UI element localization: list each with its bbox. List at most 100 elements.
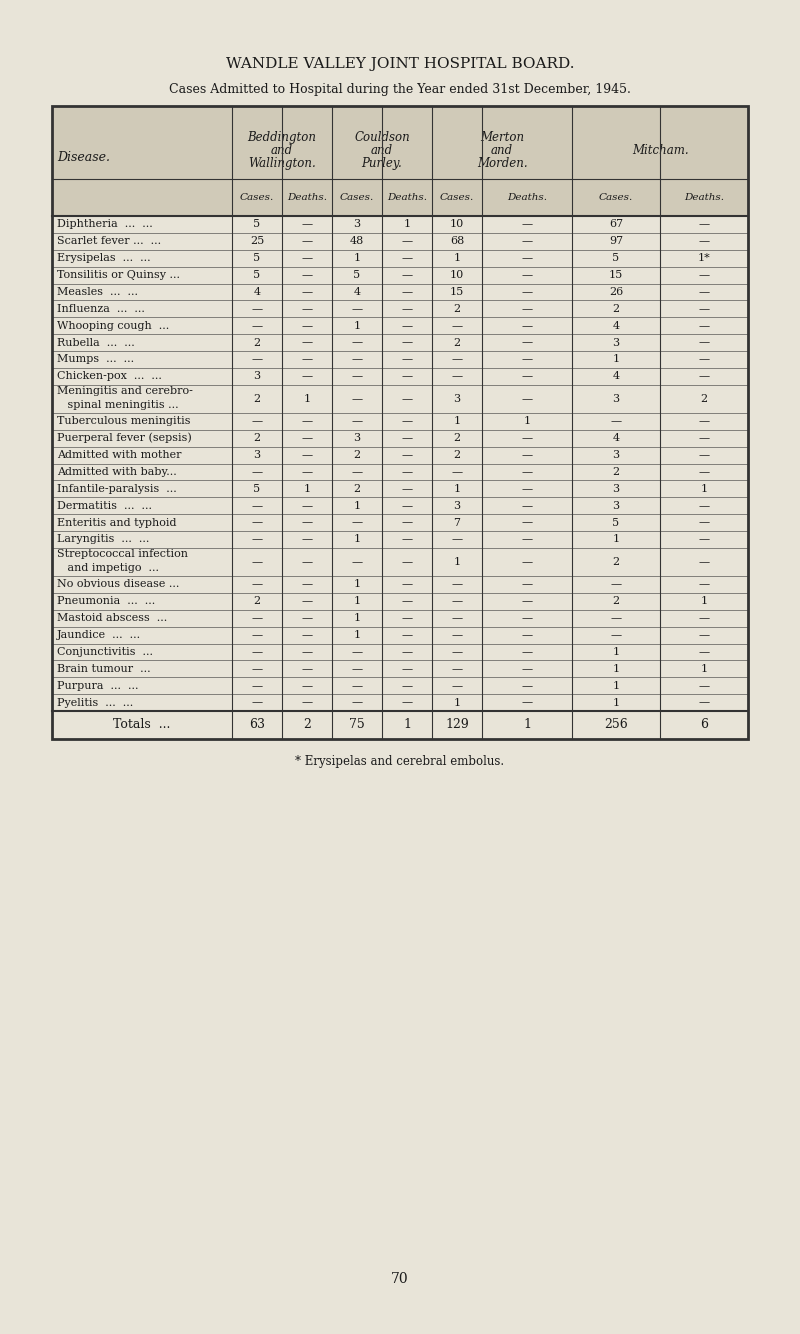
Text: —: — (351, 556, 362, 567)
Text: —: — (522, 579, 533, 590)
Text: —: — (698, 467, 710, 478)
Text: 3: 3 (454, 394, 461, 404)
Text: Couldson: Couldson (354, 131, 410, 144)
Text: —: — (451, 596, 462, 607)
Text: —: — (451, 320, 462, 331)
Text: Influenza  ...  ...: Influenza ... ... (57, 304, 145, 313)
Text: —: — (522, 518, 533, 527)
Text: —: — (351, 518, 362, 527)
Text: 3: 3 (354, 219, 361, 229)
Text: —: — (251, 500, 262, 511)
Text: 25: 25 (250, 236, 264, 247)
Text: Erysipelas  ...  ...: Erysipelas ... ... (57, 253, 150, 263)
Text: Deaths.: Deaths. (287, 193, 327, 201)
Text: —: — (698, 287, 710, 297)
Text: Admitted with mother: Admitted with mother (57, 450, 182, 460)
Text: —: — (402, 269, 413, 280)
Text: —: — (302, 253, 313, 263)
Text: 15: 15 (450, 287, 464, 297)
Text: Whooping cough  ...: Whooping cough ... (57, 320, 170, 331)
Text: 26: 26 (609, 287, 623, 297)
Text: —: — (451, 467, 462, 478)
Text: Dermatitis  ...  ...: Dermatitis ... ... (57, 500, 152, 511)
Text: —: — (698, 320, 710, 331)
Text: —: — (302, 304, 313, 313)
Text: —: — (302, 355, 313, 364)
Text: 1: 1 (354, 596, 361, 607)
Text: —: — (698, 371, 710, 382)
Text: Cases Admitted to Hospital during the Year ended 31st December, 1945.: Cases Admitted to Hospital during the Ye… (169, 83, 631, 96)
Text: —: — (522, 630, 533, 640)
Text: —: — (610, 416, 622, 427)
Text: 3: 3 (613, 338, 619, 348)
Text: —: — (522, 371, 533, 382)
Text: —: — (698, 614, 710, 623)
Text: Scarlet fever ...  ...: Scarlet fever ... ... (57, 236, 161, 247)
Text: —: — (402, 450, 413, 460)
Text: —: — (402, 467, 413, 478)
Text: 2: 2 (454, 304, 461, 313)
Text: Enteritis and typhoid: Enteritis and typhoid (57, 518, 177, 527)
Text: 6: 6 (700, 719, 708, 731)
Text: —: — (302, 338, 313, 348)
Text: 7: 7 (454, 518, 461, 527)
Text: —: — (351, 416, 362, 427)
Text: Puerperal fever (sepsis): Puerperal fever (sepsis) (57, 434, 192, 443)
Text: 4: 4 (613, 434, 619, 443)
Text: —: — (402, 535, 413, 544)
Text: —: — (402, 680, 413, 691)
Text: * Erysipelas and cerebral embolus.: * Erysipelas and cerebral embolus. (295, 755, 505, 767)
Text: —: — (522, 596, 533, 607)
Text: —: — (402, 596, 413, 607)
Text: —: — (522, 614, 533, 623)
Text: —: — (402, 355, 413, 364)
Text: —: — (302, 556, 313, 567)
Text: —: — (302, 630, 313, 640)
Text: 2: 2 (613, 556, 619, 567)
Text: —: — (402, 500, 413, 511)
Text: —: — (402, 579, 413, 590)
Text: Jaundice  ...  ...: Jaundice ... ... (57, 630, 141, 640)
Text: —: — (451, 647, 462, 656)
Text: —: — (522, 680, 533, 691)
Text: Deaths.: Deaths. (387, 193, 427, 201)
Text: —: — (251, 647, 262, 656)
Text: —: — (402, 371, 413, 382)
Text: Meningitis and cerebro-: Meningitis and cerebro- (57, 386, 193, 396)
Text: 67: 67 (609, 219, 623, 229)
Text: 256: 256 (604, 719, 628, 731)
Text: 2: 2 (454, 450, 461, 460)
Bar (52, 105, 748, 739)
Text: 5: 5 (613, 253, 619, 263)
Text: 5: 5 (254, 253, 261, 263)
Text: 2: 2 (254, 394, 261, 404)
Text: Morden.: Morden. (477, 157, 527, 169)
Text: —: — (698, 219, 710, 229)
Text: —: — (351, 304, 362, 313)
Text: 2: 2 (613, 304, 619, 313)
Text: 3: 3 (613, 500, 619, 511)
Text: —: — (302, 579, 313, 590)
Text: 1: 1 (354, 253, 361, 263)
Text: —: — (302, 518, 313, 527)
Text: Brain tumour  ...: Brain tumour ... (57, 664, 150, 674)
Text: —: — (302, 371, 313, 382)
Text: 4: 4 (354, 287, 361, 297)
Text: Laryngitis  ...  ...: Laryngitis ... ... (57, 535, 150, 544)
Text: 3: 3 (254, 371, 261, 382)
Text: —: — (402, 698, 413, 707)
Text: WANDLE VALLEY JOINT HOSPITAL BOARD.: WANDLE VALLEY JOINT HOSPITAL BOARD. (226, 57, 574, 71)
Text: —: — (522, 219, 533, 229)
Text: and: and (491, 144, 513, 157)
Text: Cases.: Cases. (599, 193, 633, 201)
Text: —: — (698, 355, 710, 364)
Text: 5: 5 (254, 269, 261, 280)
Text: —: — (522, 556, 533, 567)
Text: —: — (251, 614, 262, 623)
Text: —: — (522, 338, 533, 348)
Text: —: — (251, 304, 262, 313)
Text: —: — (522, 304, 533, 313)
Text: —: — (522, 236, 533, 247)
Text: 15: 15 (609, 269, 623, 280)
Text: 1: 1 (701, 664, 707, 674)
